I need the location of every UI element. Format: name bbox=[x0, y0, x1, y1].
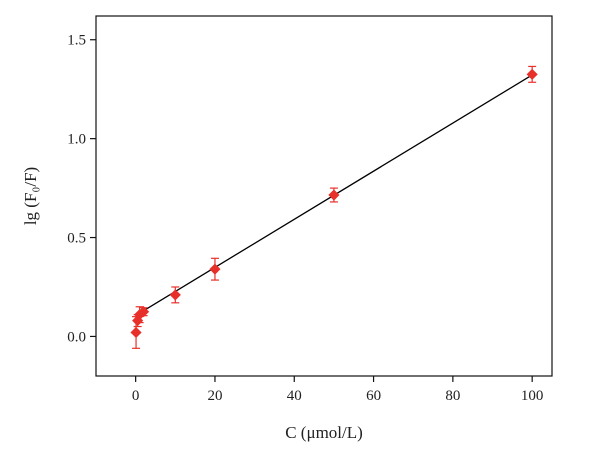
data-point bbox=[328, 189, 340, 201]
x-tick-label: 0 bbox=[132, 388, 140, 404]
x-tick-label: 40 bbox=[287, 388, 302, 404]
y-tick-label: 1.0 bbox=[67, 132, 86, 148]
x-axis-label: C (μmol/L) bbox=[285, 423, 363, 442]
data-point bbox=[130, 326, 142, 339]
data-point bbox=[209, 263, 221, 275]
y-axis: 0.0 0.5 1.0 1.5 bbox=[67, 33, 96, 345]
data-point bbox=[526, 68, 538, 80]
data-point bbox=[169, 289, 181, 301]
y-tick-label: 0.0 bbox=[67, 329, 86, 345]
data-points bbox=[130, 68, 538, 339]
data-point bbox=[138, 306, 150, 318]
y-tick-label: 1.5 bbox=[67, 33, 86, 49]
plot-frame bbox=[95, 15, 553, 377]
x-tick-label: 80 bbox=[445, 388, 460, 404]
x-tick-label: 100 bbox=[521, 388, 544, 404]
y-axis-label: lg (F₀/F) bbox=[21, 167, 40, 225]
x-axis: 0 20 40 60 80 100 bbox=[132, 376, 544, 404]
x-tick-label: 20 bbox=[207, 388, 222, 404]
x-tick-label: 60 bbox=[366, 388, 381, 404]
y-tick-label: 0.5 bbox=[67, 231, 86, 247]
